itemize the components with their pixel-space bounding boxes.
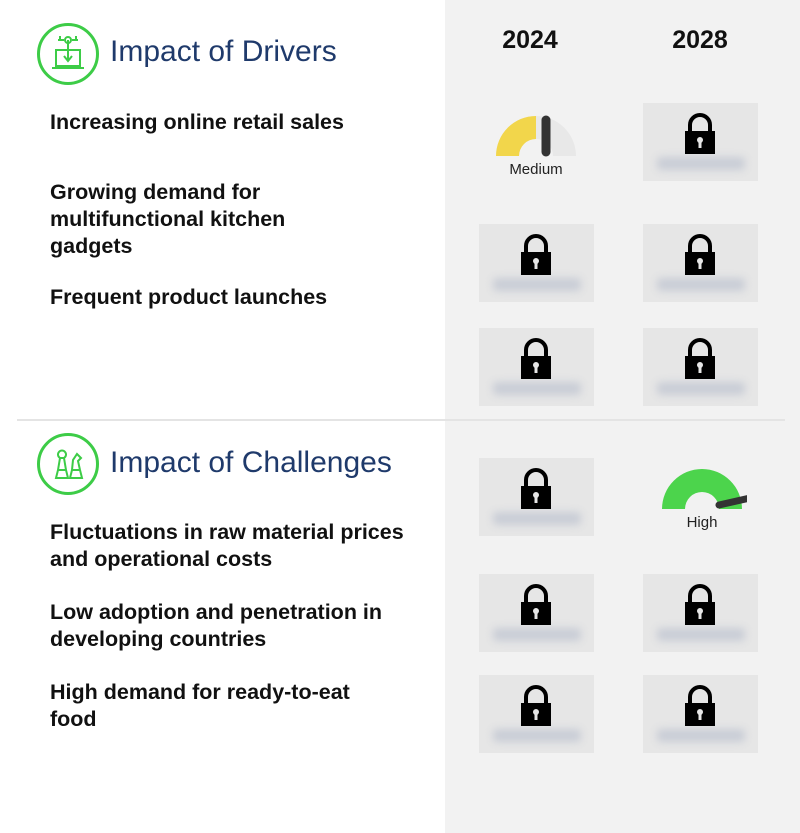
lock-icon [521, 685, 551, 726]
gauge-high: High [647, 465, 757, 531]
blurred-text [657, 278, 745, 291]
challenges-title: Impact of Challenges [110, 446, 392, 479]
locked-value [643, 675, 758, 753]
year-2024-header: 2024 [502, 26, 558, 54]
year-2028-header: 2028 [672, 26, 728, 54]
section-divider [17, 419, 785, 421]
lock-icon [685, 338, 715, 379]
blurred-text [493, 628, 581, 641]
locked-value [643, 224, 758, 302]
challenge-item: Low adoption and penetration in developi… [50, 600, 383, 651]
blurred-text [493, 382, 581, 395]
driver-item: Frequent product launches [50, 285, 328, 309]
locked-value [479, 458, 594, 536]
locked-value [643, 574, 758, 652]
challenge-item: Fluctuations in raw material prices and … [50, 520, 404, 571]
locked-value [643, 328, 758, 406]
chess-pieces-icon [37, 433, 99, 495]
locked-value [643, 103, 758, 181]
lock-icon [685, 234, 715, 275]
drivers-title: Impact of Drivers [110, 35, 337, 68]
lock-icon [521, 338, 551, 379]
blurred-text [657, 729, 745, 742]
laptop-download-icon [37, 23, 99, 85]
blurred-text [493, 512, 581, 525]
lock-icon [521, 584, 551, 625]
lock-icon [685, 685, 715, 726]
locked-value [479, 675, 594, 753]
locked-value [479, 224, 594, 302]
blurred-text [493, 729, 581, 742]
blurred-text [657, 628, 745, 641]
blurred-text [493, 278, 581, 291]
blurred-text [657, 157, 745, 170]
driver-item: Increasing online retail sales [50, 110, 344, 134]
lock-icon [685, 584, 715, 625]
lock-icon [521, 468, 551, 509]
challenge-item: High demand for ready-to-eat food [50, 680, 350, 731]
gauge-label: Medium [509, 161, 563, 178]
lock-icon [521, 234, 551, 275]
gauge-medium: Medium [481, 112, 591, 178]
locked-value [479, 574, 594, 652]
blurred-text [657, 382, 745, 395]
driver-item: Growing demand for multifunctional kitch… [50, 180, 286, 258]
locked-value [479, 328, 594, 406]
lock-icon [685, 113, 715, 154]
gauge-label: High [686, 514, 718, 531]
